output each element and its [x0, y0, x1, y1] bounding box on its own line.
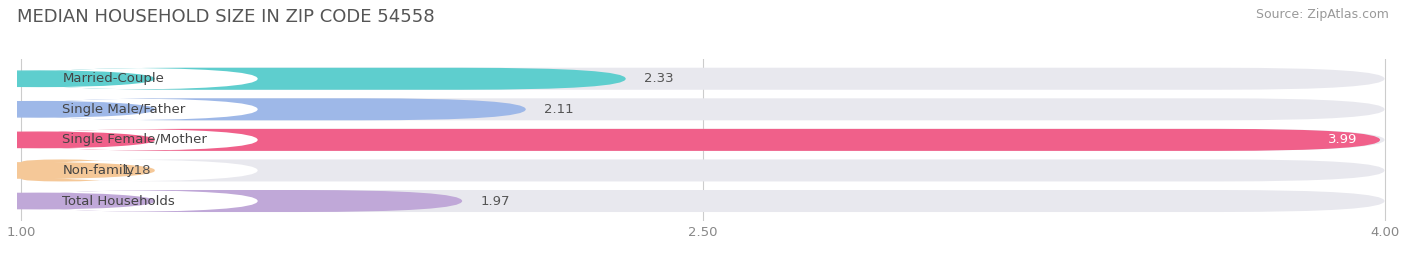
FancyBboxPatch shape	[21, 190, 257, 212]
FancyBboxPatch shape	[21, 129, 1381, 151]
Circle shape	[0, 163, 155, 178]
Text: MEDIAN HOUSEHOLD SIZE IN ZIP CODE 54558: MEDIAN HOUSEHOLD SIZE IN ZIP CODE 54558	[17, 8, 434, 26]
FancyBboxPatch shape	[21, 129, 257, 151]
Circle shape	[0, 71, 155, 86]
FancyBboxPatch shape	[21, 160, 257, 182]
Text: Total Households: Total Households	[62, 194, 176, 207]
FancyBboxPatch shape	[21, 190, 463, 212]
FancyBboxPatch shape	[21, 98, 526, 120]
FancyBboxPatch shape	[21, 98, 1385, 120]
FancyBboxPatch shape	[21, 160, 1385, 182]
FancyBboxPatch shape	[21, 68, 626, 90]
Text: 1.97: 1.97	[481, 194, 510, 207]
Text: Non-family: Non-family	[62, 164, 135, 177]
Circle shape	[0, 102, 155, 117]
FancyBboxPatch shape	[21, 160, 103, 182]
Text: 3.99: 3.99	[1327, 133, 1357, 146]
Text: Single Female/Mother: Single Female/Mother	[62, 133, 207, 146]
FancyBboxPatch shape	[21, 98, 257, 120]
Text: Married-Couple: Married-Couple	[62, 72, 165, 85]
Text: Source: ZipAtlas.com: Source: ZipAtlas.com	[1256, 8, 1389, 21]
Text: 2.11: 2.11	[544, 103, 574, 116]
FancyBboxPatch shape	[21, 68, 1385, 90]
FancyBboxPatch shape	[21, 129, 1385, 151]
FancyBboxPatch shape	[21, 68, 257, 90]
Text: Single Male/Father: Single Male/Father	[62, 103, 186, 116]
Circle shape	[0, 193, 155, 209]
Circle shape	[0, 132, 155, 148]
FancyBboxPatch shape	[21, 190, 1385, 212]
Text: 1.18: 1.18	[121, 164, 150, 177]
Text: 2.33: 2.33	[644, 72, 673, 85]
